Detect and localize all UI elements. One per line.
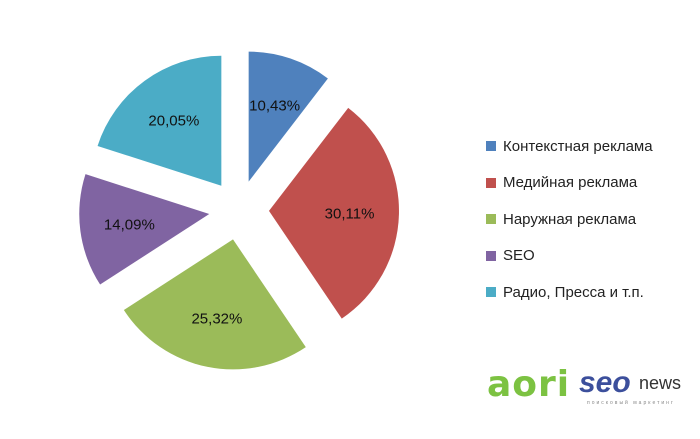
legend-item: Медийная реклама xyxy=(486,165,653,202)
legend-label: SEO xyxy=(503,247,535,265)
seonews-tagline: поисковый маркетинг xyxy=(587,400,675,406)
seonews-logo-news: news xyxy=(639,373,682,393)
data-label: 30,11% xyxy=(325,205,375,222)
legend-label: Наружная реклама xyxy=(503,210,637,228)
legend-swatch xyxy=(486,141,496,152)
legend: Контекстная реклама Медийная реклама Нар… xyxy=(486,128,653,311)
data-label: 25,32% xyxy=(191,310,242,327)
pie-slice xyxy=(268,107,399,319)
legend-item: Наружная реклама xyxy=(486,201,653,238)
legend-label: Радио, Пресса и т.п. xyxy=(503,283,644,301)
legend-swatch xyxy=(486,177,496,188)
pie-slice xyxy=(97,55,222,186)
legend-swatch xyxy=(486,287,496,298)
aori-logo: aori xyxy=(487,364,571,405)
legend-item: Радио, Пресса и т.п. xyxy=(486,274,653,311)
legend-label: Контекстная реклама xyxy=(503,137,653,155)
pie-slice xyxy=(248,51,328,182)
legend-swatch xyxy=(486,250,496,261)
legend-item: SEO xyxy=(486,238,653,275)
data-label: 14,09% xyxy=(104,217,155,234)
data-label: 20,05% xyxy=(148,113,199,130)
seonews-logo: seo xyxy=(579,366,631,399)
pie-slice xyxy=(123,239,306,370)
legend-label: Медийная реклама xyxy=(503,174,638,192)
data-label: 10,43% xyxy=(249,97,300,114)
pie-slice xyxy=(79,174,210,285)
legend-swatch xyxy=(486,214,496,225)
legend-item: Контекстная реклама xyxy=(486,128,653,165)
